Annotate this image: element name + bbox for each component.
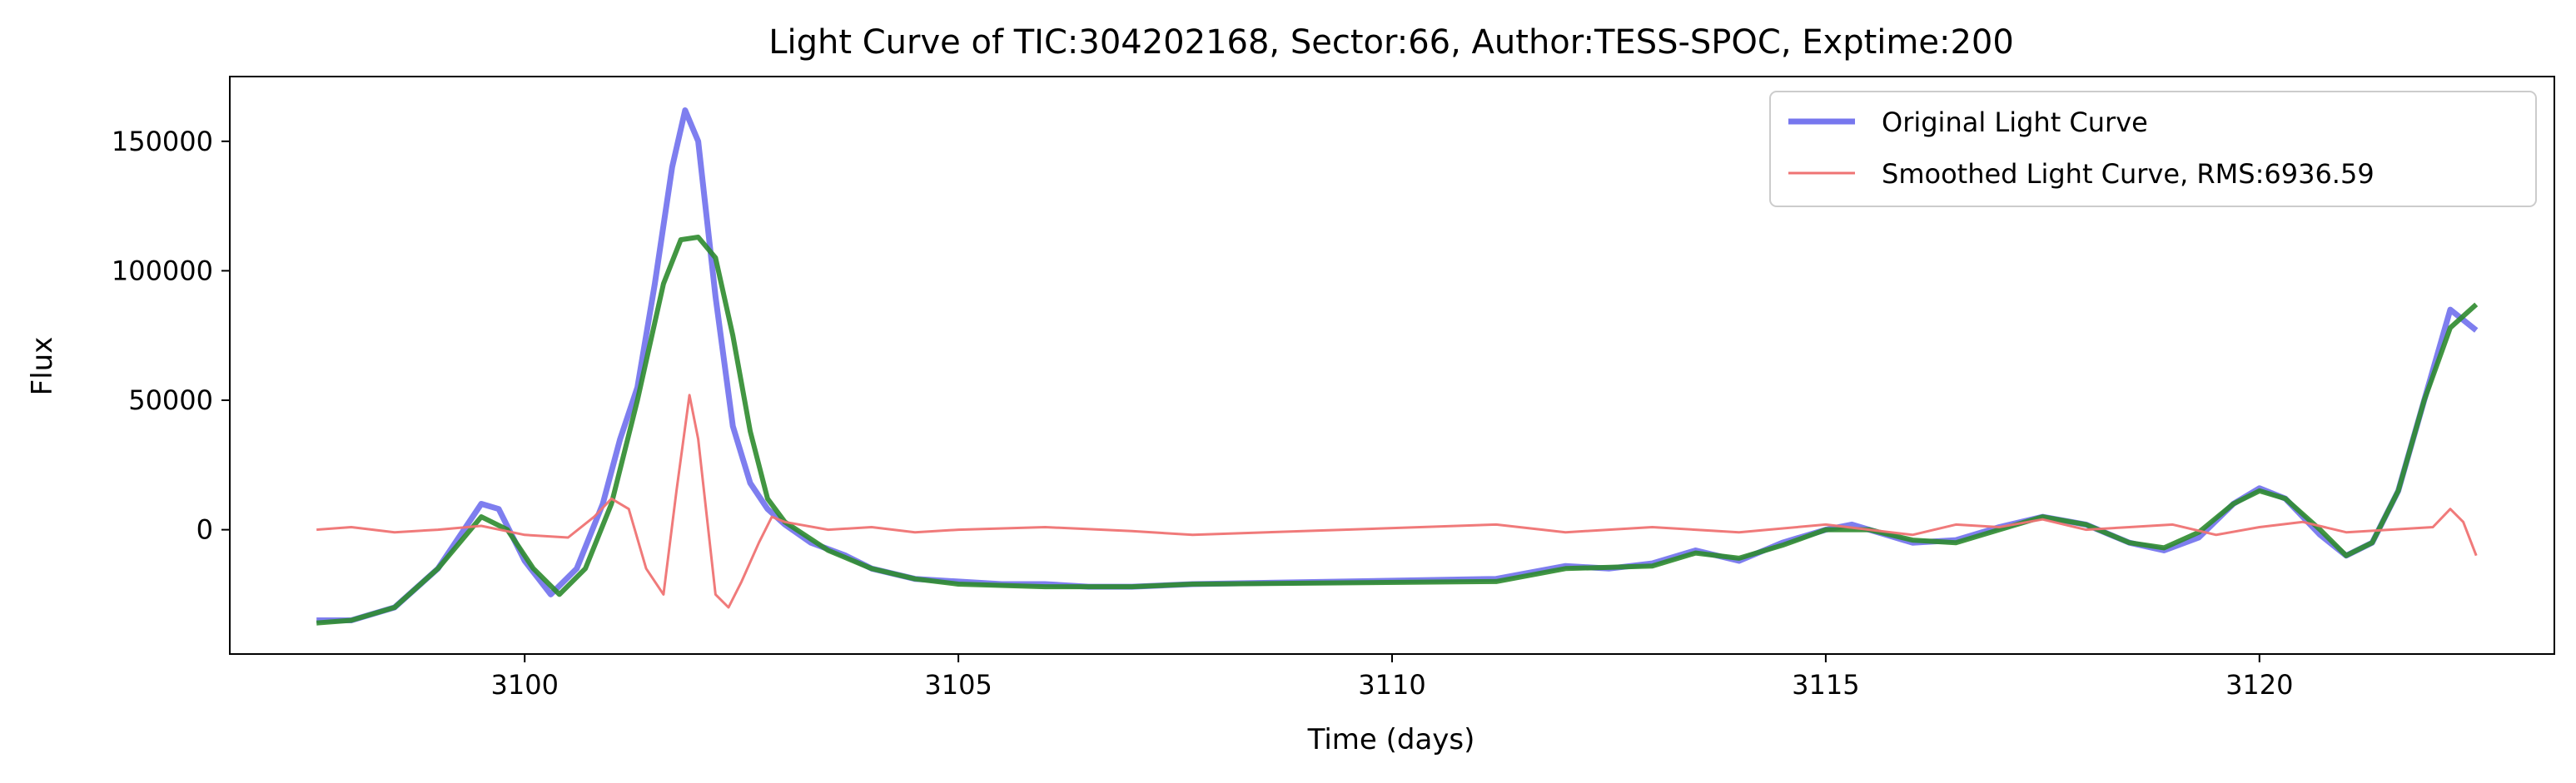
series-smoothed-line [316,394,2478,609]
x-tick-label: 3120 [2225,669,2293,701]
legend: Original Light Curve Smoothed Light Curv… [1769,91,2537,207]
x-axis: 3100 3105 3110 3115 3120 [490,654,2294,701]
y-axis-label: Flux [26,337,59,396]
series-fit-line [316,235,2479,626]
x-tick-label: 3115 [1792,669,1859,701]
y-tick-label: 0 [196,514,213,546]
y-tick-label: 100000 [112,255,213,286]
series-layer [316,107,2479,626]
x-tick-label: 3105 [924,669,992,701]
y-tick-label: 150000 [112,126,213,157]
x-axis-label: Time (days) [1307,723,1475,756]
legend-label-original: Original Light Curve [1882,107,2148,138]
legend-box [1769,91,2537,207]
legend-label-smoothed: Smoothed Light Curve, RMS:6936.59 [1882,158,2375,190]
x-tick-label: 3100 [490,669,558,701]
x-tick-label: 3110 [1358,669,1425,701]
y-tick-label: 50000 [128,384,213,416]
chart-title: Light Curve of TIC:304202168, Sector:66,… [768,23,2014,62]
y-axis: 0 50000 100000 150000 [112,126,230,546]
